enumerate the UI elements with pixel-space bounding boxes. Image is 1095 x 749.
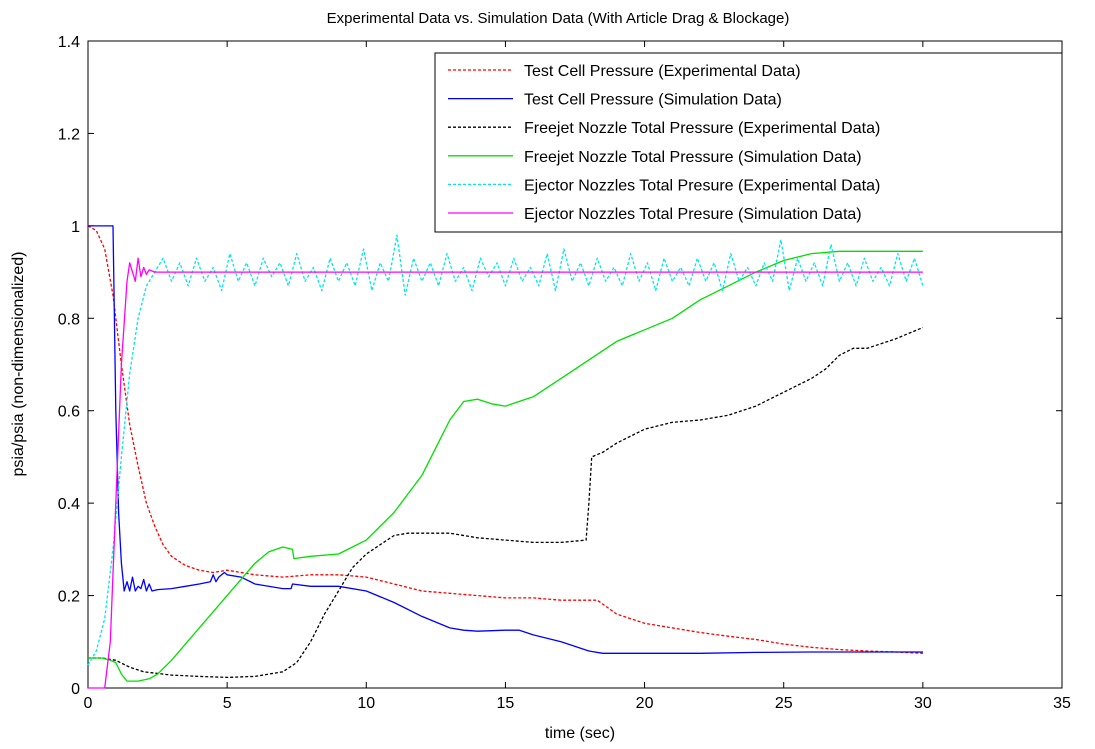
y-axis-label: psia/psia (non-dimensionalized): [10, 251, 27, 476]
legend-entry-label: Ejector Nozzles Total Presure (Simulatio…: [524, 206, 862, 223]
x-tick-label: 10: [357, 695, 375, 712]
legend-entry-label: Ejector Nozzles Total Presure (Experimen…: [524, 177, 880, 194]
x-axis-label: time (sec): [545, 725, 615, 742]
legend-entry-label: Test Cell Pressure (Simulation Data): [524, 92, 782, 109]
x-tick-label: 35: [1053, 695, 1071, 712]
x-tick-label: 0: [84, 695, 93, 712]
y-tick-label: 1.2: [58, 126, 80, 143]
y-tick-label: 0.8: [58, 311, 80, 328]
y-tick-label: 0.6: [58, 404, 80, 421]
x-tick-label: 25: [775, 695, 793, 712]
legend-entry-label: Test Cell Pressure (Experimental Data): [524, 63, 801, 80]
y-tick-label: 0.2: [58, 589, 80, 606]
y-tick-label: 0.4: [58, 496, 80, 513]
legend-entry-label: Freejet Nozzle Total Pressure (Simulatio…: [524, 149, 862, 166]
chart-title: Experimental Data vs. Simulation Data (W…: [327, 10, 790, 27]
y-tick-label: 1: [71, 219, 80, 236]
x-tick-label: 20: [636, 695, 654, 712]
x-tick-label: 30: [914, 695, 932, 712]
series-line-1: [87, 225, 923, 654]
series-line-6: [88, 257, 923, 689]
y-tick-label: 0: [71, 681, 80, 698]
legend-entry-label: Freejet Nozzle Total Pressure (Experimen…: [524, 120, 880, 137]
series-line-4: [88, 250, 923, 682]
series-line-3: [88, 326, 924, 679]
x-tick-label: 15: [497, 695, 515, 712]
series-line-2: [88, 225, 923, 654]
legend-box: [434, 52, 1063, 233]
series-line-5: [87, 234, 924, 666]
y-tick-label: 1.4: [58, 34, 80, 51]
x-tick-label: 5: [223, 695, 232, 712]
